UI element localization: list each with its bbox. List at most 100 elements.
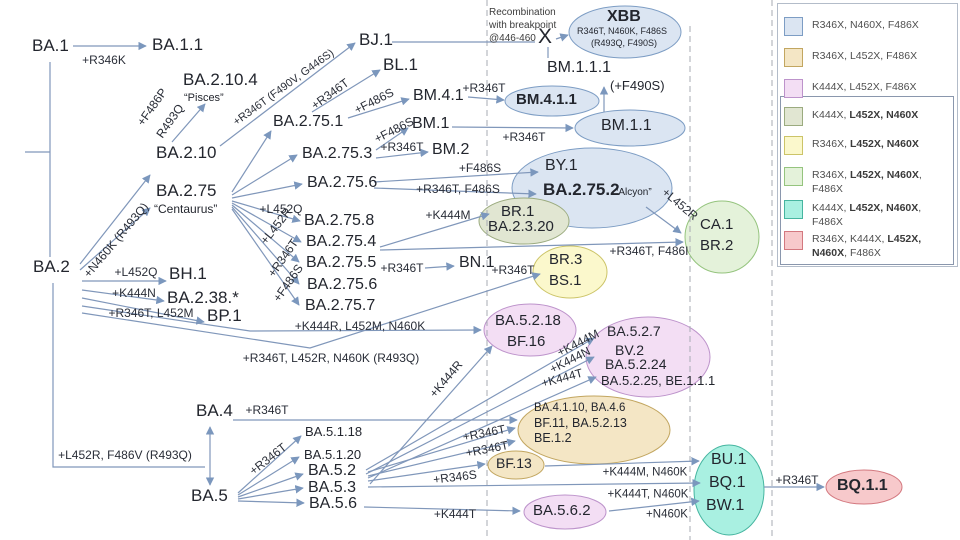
node-centaurus: “Centaurus”: [154, 202, 218, 216]
node-bm-1: BM.1: [412, 115, 450, 132]
node-ba-2-75-6: BA.2.75.6: [307, 276, 378, 293]
node-x: X: [538, 25, 553, 48]
edge-9: [81, 289, 165, 305]
bm-4-1-1-group: [504, 85, 600, 117]
edge-14: [219, 42, 356, 147]
legend-item-7: K444X, L452X, N460X, F486X: [784, 200, 934, 229]
edge-10: [81, 297, 205, 325]
bq-1-1-group: [825, 469, 903, 505]
edge-44: [237, 498, 305, 508]
node-ba-2-75-7: BA.2.75.7: [305, 297, 376, 314]
mutation-label-r346t-f486s: +R346T, F486S: [416, 182, 500, 196]
edge-50: [367, 460, 486, 482]
node-bh-1: BH.1: [169, 264, 207, 283]
mutation-label-k444n: +K444N: [112, 286, 156, 300]
edge-36: [379, 212, 490, 248]
node-bm-2: BM.2: [432, 141, 470, 158]
node-be-1-2: BE.1.2: [534, 431, 572, 445]
edge-25: [375, 127, 409, 151]
edge-19: [231, 202, 302, 243]
edge-26: [375, 148, 429, 159]
legend-item-3: K444X, L452X, F486X: [784, 79, 934, 98]
node-bv-2: BV.2: [615, 342, 645, 358]
node-bm-4-1: BM.4.1: [413, 87, 464, 104]
legend-swatch-lav: [784, 79, 803, 98]
node-ba-5-1-18: BA.5.1.18: [305, 424, 363, 439]
edge-38: [645, 206, 682, 234]
mutation-label-r346t: +R346T: [491, 263, 535, 277]
node-ba-2-75-8: BA.2.75.8: [304, 212, 375, 229]
node-ba-1-1: BA.1.1: [152, 35, 204, 54]
node-bp-1: BP.1: [207, 306, 242, 325]
node-ba-5-3: BA.5.3: [308, 479, 357, 496]
node-ba-4-1-10-ba-4-6: BA.4.1.10, BA.4.6: [534, 402, 626, 414]
legend-swatch-blue: [784, 17, 803, 36]
edge-13: [171, 103, 206, 143]
edge-37: [379, 237, 684, 251]
legend-label: R346X, L452X, F486X: [812, 50, 918, 62]
mutation-profile-legend: R346X, N460X, F486X R346X, L452X, F486X K4…: [777, 3, 958, 267]
node-by-1: BY.1: [545, 157, 578, 174]
legend-item-6: R346X, L452X, N460X, F486X: [784, 167, 934, 196]
edge-32: [555, 33, 569, 42]
node-bq-1-1: BQ.1.1: [837, 477, 888, 494]
legend-item-5: R346X, L452X, N460X: [784, 136, 934, 155]
recombination-note: Recombination with breakpoint @446-460: [489, 7, 557, 44]
edge-22: [231, 208, 300, 306]
node-br-3: BR.3: [549, 251, 583, 268]
mutation-label-k444r-l452m-n460k: +K444R, L452M, N460K: [294, 319, 426, 333]
node-bm-4-1-1: BM.4.1.1: [516, 91, 577, 108]
edge-51: [369, 345, 493, 485]
legend-swatch-cyan: [784, 200, 803, 219]
node-ba-5-2-24: BA.5.2.24: [605, 356, 667, 372]
node-bf-11-ba-5-2-13: BF.11, BA.5.2.13: [534, 416, 627, 430]
legend-swatch-green: [784, 167, 803, 186]
mutation-label-r346t: +R346T: [380, 261, 424, 275]
mutation-label-r346t: +R346T: [775, 473, 819, 487]
legend-label: R346X, L452X, N460X, F486X: [812, 169, 922, 195]
edge-7: [79, 207, 151, 271]
node-ba-5-1-20: BA.5.1.20: [304, 447, 362, 462]
edge-6: [79, 174, 151, 265]
mutation-label-k444m: +K444M: [425, 208, 471, 222]
legend-bold-group-box: [780, 96, 954, 265]
node-ba-2: BA.2: [33, 257, 70, 276]
node-ba-2-75-4: BA.2.75.4: [306, 233, 377, 250]
mutation-label-k444t-n460k: +K444T, N460K: [607, 488, 689, 501]
edge-42: [237, 472, 304, 498]
edge-23: [311, 69, 381, 113]
legend-label: R346X, N460X, F486X: [812, 19, 919, 31]
node-alcyon: “Alcyon”: [615, 187, 652, 198]
node-ba-2-75-5: BA.2.75.5: [306, 254, 377, 271]
node-bs-1: BS.1: [549, 272, 582, 289]
edge-18: [231, 200, 301, 223]
node-ba-5: BA.5: [191, 486, 228, 505]
mutation-label-l452q: +L452Q: [114, 265, 158, 279]
node-xbb: XBB: [607, 8, 641, 25]
node-ba-5-2: BA.5.2: [308, 462, 357, 479]
legend-label: K444X, L452X, N460X, F486X: [812, 202, 922, 228]
mutation-label-r346t: +R346T: [380, 140, 424, 154]
mutation-label-l452r-f486v-r493q: +L452R, F486V (R493Q): [58, 448, 192, 462]
node-ba-2-75-6: BA.2.75.6: [307, 174, 378, 191]
node-bf-16: BF.16: [507, 333, 546, 350]
node-bw-1: BW.1: [706, 497, 745, 514]
mutation-label-r346t: +R346T: [462, 81, 506, 95]
legend-label: K444X, L452X, F486X: [812, 81, 917, 93]
edge-28: [451, 123, 574, 133]
node-ba-2-3-20: BA.2.3.20: [488, 218, 554, 235]
node-pisces: “Pisces”: [184, 92, 224, 104]
node-ba-5-6-2: BA.5.6.2: [533, 502, 591, 519]
edge-41: [237, 456, 300, 496]
node-ba-5-6: BA.5.6: [309, 495, 358, 512]
edge-49: [367, 438, 516, 477]
edge-54: [367, 478, 701, 488]
mutation-label-r346t-l452m: +R346T, L452M: [108, 306, 194, 320]
mutation-label-r346k: +R346K: [82, 53, 126, 67]
edge-52: [363, 506, 521, 516]
node-ba-2-75-3: BA.2.75.3: [302, 145, 373, 162]
legend-item-1: R346X, N460X, F486X: [784, 17, 934, 36]
node-bj-1: BJ.1: [359, 30, 394, 49]
node-bq-1: BQ.1: [709, 474, 746, 491]
